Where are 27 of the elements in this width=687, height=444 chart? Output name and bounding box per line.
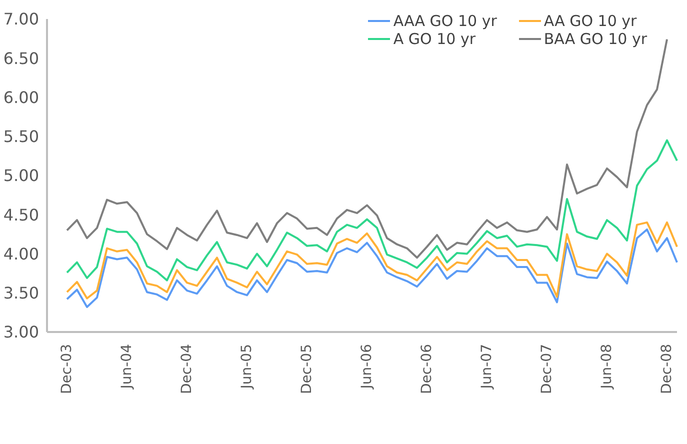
y-tick-label: 4.50 [3,205,39,224]
x-tick-label: Dec-05 [299,344,315,394]
line-series [66,228,678,308]
x-tick-label: Dec-07 [539,344,555,394]
x-tick-label: Jun-04 [119,344,135,390]
y-tick-label: 5.50 [3,127,39,146]
x-tick-label: Dec-06 [419,344,435,394]
line-series [66,139,678,282]
x-tick-label: Dec-08 [659,344,675,394]
legend-label: AAA GO 10 yr [392,12,497,30]
legend-label: BAA GO 10 yr [542,30,647,48]
y-tick-label: 3.00 [3,322,39,342]
y-tick-label: 6.00 [3,88,39,107]
x-tick-label: Jun-07 [479,344,495,390]
x-tick-label: Jun-08 [599,344,615,390]
x-tick-label: Dec-03 [59,344,75,394]
y-tick-label: 5.00 [3,166,39,186]
line-series [66,221,678,300]
y-tick-label: 4.00 [3,244,39,264]
y-tick-label: 6.50 [3,48,39,68]
x-tick-label: Dec-04 [179,344,195,394]
x-tick-label: Jun-05 [239,344,255,390]
y-tick-label: 7.00 [3,10,39,29]
legend-label: AA GO 10 yr [542,12,638,30]
x-tick-label: Jun-06 [359,344,375,390]
legend-label: A GO 10 yr [392,30,477,48]
y-tick-label: 3.50 [3,284,39,303]
